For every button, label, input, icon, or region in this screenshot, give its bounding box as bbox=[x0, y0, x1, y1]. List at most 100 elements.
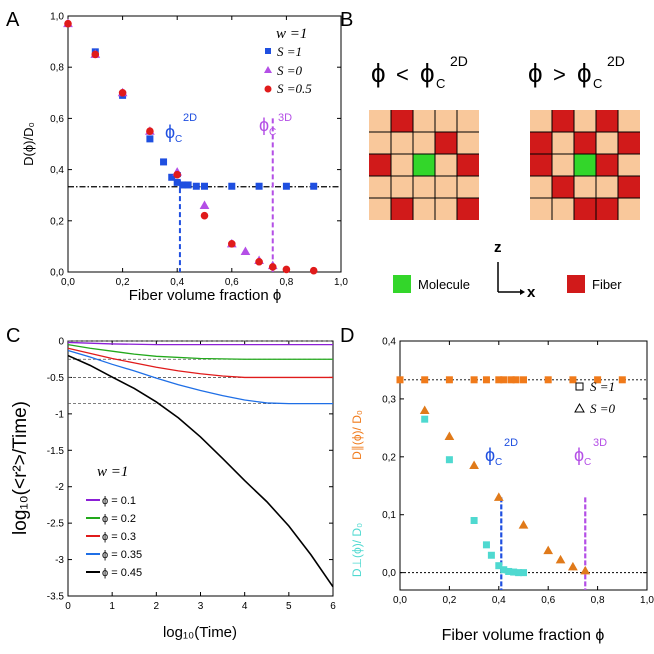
panel-c-ytick-label: -2 bbox=[55, 482, 64, 493]
panel-label-b: B bbox=[340, 9, 353, 31]
fiber-cell bbox=[457, 198, 479, 220]
panel-c-legend: w =1 ϕ = 0.1 ϕ = 0.2 ϕ = 0.3 ϕ = 0.35 ϕ = 0.… bbox=[86, 464, 142, 579]
fiber-cell bbox=[530, 132, 552, 154]
panel-d-point bbox=[482, 376, 490, 384]
panel-a-xtick-label: 0,8 bbox=[279, 277, 293, 288]
panel-c-series-line bbox=[67, 344, 333, 360]
fiber-cell bbox=[552, 110, 574, 132]
empty-cell bbox=[391, 176, 413, 198]
panel-d-point bbox=[500, 376, 508, 384]
svg-text:C: C bbox=[584, 457, 591, 468]
panel-a-ylabel: D(ϕ)/D₀ bbox=[21, 122, 36, 166]
empty-cell bbox=[435, 176, 457, 198]
legend-a-label-s05: S =0.5 bbox=[277, 81, 312, 96]
panel-a-point bbox=[91, 50, 100, 59]
axis-z-label: z bbox=[494, 239, 502, 256]
legend-a-marker-s05 bbox=[264, 85, 272, 93]
panel-a-point bbox=[64, 19, 72, 28]
empty-cell bbox=[435, 154, 457, 176]
panel-c-xtick-label: 2 bbox=[154, 601, 160, 612]
empty-cell bbox=[457, 176, 479, 198]
svg-text:ϕ: ϕ bbox=[420, 58, 435, 88]
empty-cell bbox=[369, 110, 391, 132]
panel-d-point bbox=[520, 569, 527, 577]
panel-d-point bbox=[520, 376, 527, 384]
panel-d-ytick-label: 0,0 bbox=[382, 568, 396, 579]
legend-d-label-s0: S =0 bbox=[590, 401, 616, 416]
panel-d-chart: 0,0 0,2 0,4 0,6 0,8 1,0 0,0 0,1 0,2 0,3 0,4 Fiber … bbox=[350, 337, 654, 645]
panel-d-phi-c3d-label: ϕ C 3D bbox=[574, 437, 607, 468]
panel-b-diagram: ϕ < ϕ C 2D ϕ > ϕ C 2D z x Molecule Fiber bbox=[369, 53, 640, 301]
empty-cell bbox=[552, 198, 574, 220]
panel-a-xtick-label: 0,4 bbox=[170, 277, 184, 288]
panel-d-point bbox=[421, 376, 429, 384]
svg-text:C: C bbox=[175, 134, 182, 145]
panel-a-point bbox=[268, 263, 277, 271]
molecule-cell bbox=[413, 154, 435, 176]
panel-c-legend-label: ϕ = 0.1 bbox=[102, 495, 136, 507]
panel-d-ytick-label: 0,2 bbox=[382, 452, 396, 463]
panel-d-xtick-label: 0,6 bbox=[541, 595, 555, 606]
panel-c-ytick-label: 0 bbox=[58, 337, 64, 348]
panel-c-chart: 0 1 2 3 4 5 6 -3.5 -3 -2.5 -2 -1.5 -1 -0.5 0 log₁₀(Tim… bbox=[10, 337, 336, 642]
fiber-cell bbox=[552, 176, 574, 198]
panel-d-point bbox=[512, 376, 520, 384]
panel-c-ytick-label: -1.5 bbox=[47, 446, 65, 457]
panel-a-xlabel: Fiber volume fraction ϕ bbox=[129, 287, 282, 304]
panel-c-ytick-label: -3 bbox=[55, 555, 64, 566]
svg-text:3D: 3D bbox=[278, 112, 292, 124]
molecule-label: Molecule bbox=[418, 277, 470, 292]
svg-text:ϕ: ϕ bbox=[165, 122, 175, 142]
empty-cell bbox=[618, 154, 640, 176]
panel-d-point bbox=[569, 376, 577, 384]
panel-d-point bbox=[618, 376, 626, 384]
panel-c-xtick-label: 5 bbox=[286, 601, 292, 612]
panel-a-point bbox=[201, 182, 208, 190]
panel-d-point bbox=[544, 376, 552, 384]
empty-cell bbox=[413, 132, 435, 154]
panel-d-point bbox=[594, 376, 602, 384]
empty-cell bbox=[457, 110, 479, 132]
legend-a-label-s0: S =0 bbox=[277, 63, 303, 78]
fiber-label: Fiber bbox=[592, 277, 622, 292]
panel-d-ylabel-perp: D⊥(ϕ)/ D₀ bbox=[350, 523, 364, 577]
panel-a-point bbox=[310, 182, 318, 190]
panel-label-c: C bbox=[6, 325, 20, 347]
panel-a-xtick-label: 0,2 bbox=[116, 277, 130, 288]
panel-d-phi-c2d-label: ϕ C 2D bbox=[485, 437, 518, 468]
svg-text:ϕ: ϕ bbox=[574, 445, 584, 465]
empty-cell bbox=[530, 198, 552, 220]
panel-c-legend-label: ϕ = 0.45 bbox=[102, 567, 142, 579]
panel-d-xtick-label: 0,2 bbox=[442, 595, 456, 606]
legend-d-marker-s1 bbox=[575, 382, 584, 391]
empty-cell bbox=[413, 176, 435, 198]
panel-d-point bbox=[555, 554, 566, 564]
panel-a-point bbox=[255, 182, 263, 190]
panel-d-point bbox=[445, 376, 453, 384]
svg-text:3D: 3D bbox=[593, 437, 607, 449]
panel-a-point bbox=[192, 182, 200, 190]
panel-c-series-line bbox=[67, 349, 333, 405]
svg-text:C: C bbox=[269, 127, 276, 138]
panel-c-xtick-label: 1 bbox=[109, 601, 115, 612]
panel-a-legend: w =1 S =1 S =0 S =0.5 bbox=[264, 26, 312, 96]
empty-cell bbox=[596, 132, 618, 154]
legend-a-label-s1: S =1 bbox=[277, 44, 302, 59]
panel-a-ytick-label: 0,2 bbox=[50, 216, 64, 227]
empty-cell bbox=[530, 110, 552, 132]
panel-d-xtick-label: 0,8 bbox=[591, 595, 605, 606]
empty-cell bbox=[391, 154, 413, 176]
molecule-swatch bbox=[393, 275, 411, 293]
empty-cell bbox=[435, 198, 457, 220]
panel-a-point bbox=[282, 182, 290, 190]
fiber-cell bbox=[596, 198, 618, 220]
panel-a-point bbox=[146, 127, 154, 135]
panel-c-ytick-label: -1 bbox=[55, 409, 64, 420]
panel-d-ytick-label: 0,1 bbox=[382, 510, 396, 521]
axis-indicator: z x bbox=[494, 239, 536, 301]
panel-d-point bbox=[518, 520, 529, 529]
panel-a-point bbox=[309, 266, 318, 275]
panel-d-xtick-label: 0,0 bbox=[393, 595, 407, 606]
panel-a-frame bbox=[67, 15, 342, 273]
panel-a-point bbox=[160, 158, 168, 166]
